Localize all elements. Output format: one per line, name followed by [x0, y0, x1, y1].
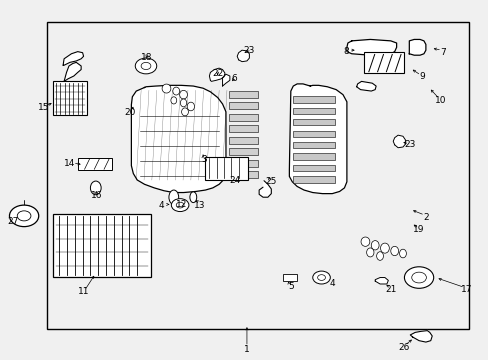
Polygon shape: [259, 181, 271, 197]
Bar: [228, 136, 258, 144]
Bar: [293, 108, 334, 114]
Ellipse shape: [360, 237, 369, 246]
Text: 3: 3: [201, 155, 207, 164]
Text: 21: 21: [385, 284, 396, 293]
Ellipse shape: [189, 192, 196, 203]
Ellipse shape: [366, 248, 373, 257]
Text: 4: 4: [159, 201, 164, 210]
Ellipse shape: [179, 90, 187, 99]
Text: 5: 5: [287, 282, 293, 291]
Bar: [228, 148, 258, 155]
Ellipse shape: [180, 99, 186, 107]
Ellipse shape: [376, 252, 383, 260]
Text: 7: 7: [440, 48, 446, 57]
Text: 10: 10: [434, 96, 446, 105]
Ellipse shape: [390, 246, 398, 256]
Text: 19: 19: [412, 225, 424, 234]
Bar: [228, 125, 258, 132]
Polygon shape: [409, 330, 431, 342]
Ellipse shape: [168, 190, 178, 204]
Circle shape: [317, 275, 325, 280]
Bar: [293, 153, 334, 160]
Bar: [204, 157, 248, 180]
Ellipse shape: [380, 243, 388, 253]
Polygon shape: [408, 40, 425, 55]
Bar: [293, 176, 334, 183]
Bar: [363, 52, 403, 73]
Bar: [293, 165, 334, 171]
Ellipse shape: [170, 97, 176, 104]
Bar: [228, 159, 258, 167]
Ellipse shape: [172, 87, 179, 95]
Text: 23: 23: [404, 140, 415, 149]
Text: 27: 27: [8, 217, 19, 226]
Text: 2: 2: [422, 213, 428, 222]
Text: 13: 13: [194, 201, 205, 210]
Polygon shape: [356, 81, 375, 91]
Ellipse shape: [187, 102, 194, 111]
Text: 23: 23: [243, 46, 255, 55]
Text: 17: 17: [460, 284, 471, 293]
Circle shape: [141, 62, 151, 69]
Bar: [53, 214, 151, 277]
Text: 12: 12: [176, 200, 187, 209]
Polygon shape: [374, 278, 387, 284]
Circle shape: [171, 199, 188, 212]
Text: 24: 24: [229, 176, 240, 185]
Bar: [228, 171, 258, 178]
Circle shape: [404, 267, 433, 288]
Ellipse shape: [90, 181, 101, 195]
Polygon shape: [131, 85, 225, 193]
Bar: [282, 274, 297, 281]
Bar: [228, 102, 258, 109]
Circle shape: [135, 58, 157, 74]
Text: 18: 18: [141, 53, 152, 62]
Polygon shape: [63, 51, 83, 65]
Text: 11: 11: [78, 287, 89, 296]
Text: 8: 8: [343, 47, 348, 56]
Text: 16: 16: [90, 190, 102, 199]
Circle shape: [411, 272, 426, 283]
Ellipse shape: [399, 249, 406, 258]
Bar: [78, 158, 112, 170]
Bar: [293, 131, 334, 137]
Text: 1: 1: [244, 345, 249, 354]
Bar: [53, 81, 86, 116]
Bar: [293, 96, 334, 103]
Polygon shape: [392, 135, 405, 148]
Text: 9: 9: [419, 72, 425, 81]
Polygon shape: [209, 68, 224, 81]
Polygon shape: [289, 84, 346, 194]
Ellipse shape: [370, 240, 378, 250]
Circle shape: [176, 202, 183, 208]
Text: 22: 22: [212, 69, 223, 78]
Text: 26: 26: [398, 343, 409, 352]
Text: 6: 6: [231, 75, 237, 84]
Text: 15: 15: [38, 103, 49, 112]
Circle shape: [9, 205, 39, 226]
Ellipse shape: [181, 108, 188, 116]
Bar: [228, 114, 258, 121]
Bar: [293, 119, 334, 126]
Bar: [293, 142, 334, 148]
Bar: [228, 91, 258, 98]
Text: 20: 20: [124, 108, 135, 117]
Bar: [47, 22, 468, 329]
Circle shape: [17, 211, 31, 221]
Ellipse shape: [162, 84, 170, 93]
Polygon shape: [222, 74, 229, 86]
Polygon shape: [64, 62, 81, 81]
Text: 14: 14: [64, 159, 76, 168]
Text: 4: 4: [329, 279, 334, 288]
Polygon shape: [237, 50, 249, 62]
Text: 25: 25: [265, 177, 276, 186]
Polygon shape: [346, 40, 396, 55]
Circle shape: [312, 271, 330, 284]
